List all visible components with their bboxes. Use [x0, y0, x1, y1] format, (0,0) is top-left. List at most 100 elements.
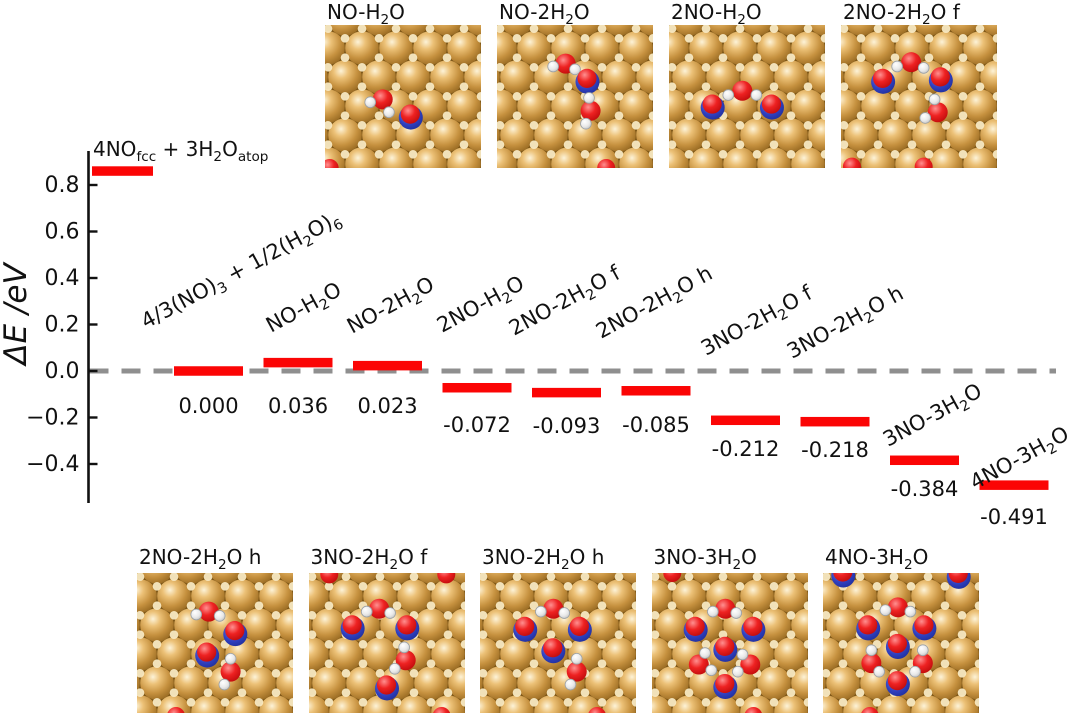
au-atom: [774, 60, 808, 94]
H-atom: [383, 106, 395, 119]
hollow-glint: [476, 34, 481, 43]
au-atom: [497, 67, 500, 87]
hollow-glint: [890, 53, 900, 62]
hollow-glint: [495, 698, 505, 707]
hollow-glint: [855, 573, 865, 581]
hollow-glint: [597, 582, 607, 591]
hollow-glint: [651, 688, 659, 697]
au-atom: [773, 695, 808, 713]
hollow-glint: [340, 92, 350, 101]
au-atom: [191, 695, 225, 713]
hollow-glint: [426, 659, 435, 668]
au-atom: [140, 608, 174, 642]
level-value: 0.000: [178, 394, 238, 418]
hollow-glint: [391, 63, 401, 72]
hollow-glint: [597, 659, 607, 668]
structure-panel-bottom-4: [651, 573, 808, 713]
hollow-glint: [271, 688, 281, 697]
au-atom: [328, 60, 362, 94]
hollow-glint: [701, 582, 710, 591]
au-surface-image: [651, 573, 808, 713]
au-atom: [651, 673, 655, 693]
au-atom: [430, 579, 465, 613]
au-atom: [845, 25, 877, 36]
au-atom: [517, 89, 551, 123]
hollow-glint: [872, 582, 882, 591]
hollow-glint: [631, 82, 641, 91]
hollow-glint: [480, 611, 488, 620]
au-atom: [480, 695, 500, 713]
au-atom: [497, 147, 517, 168]
O-atom: [858, 615, 878, 635]
hollow-glint: [186, 601, 196, 610]
hollow-glint: [137, 573, 145, 581]
hollow-glint: [803, 601, 808, 610]
hollow-glint: [651, 669, 659, 678]
H-atom: [873, 665, 885, 678]
O-atom: [873, 68, 893, 88]
au-atom: [963, 147, 997, 168]
au-atom: [276, 666, 293, 700]
au-atom: [137, 695, 157, 713]
hollow-glint: [271, 669, 281, 678]
level-value: -0.085: [622, 413, 690, 437]
hollow-glint: [460, 698, 465, 707]
hollow-glint: [769, 121, 779, 130]
hollow-glint: [718, 150, 728, 159]
hollow-glint: [684, 34, 694, 43]
au-atom: [430, 60, 464, 94]
au-atom: [175, 573, 207, 584]
hollow-glint: [425, 82, 435, 91]
y-tick-label: −0.4: [26, 452, 79, 477]
au-atom: [602, 637, 636, 671]
hollow-glint: [374, 111, 384, 120]
au-atom: [484, 573, 516, 584]
hollow-glint: [237, 688, 247, 697]
au-atom: [706, 118, 740, 152]
au-atom: [963, 89, 997, 123]
au-atom: [669, 147, 689, 168]
O-atom: [436, 573, 455, 584]
hollow-glint: [152, 698, 162, 707]
hollow-glint: [803, 121, 813, 130]
au-atom: [328, 695, 363, 713]
au-surface-image: [669, 25, 825, 168]
hollow-glint: [924, 53, 934, 62]
au-surface-image: [325, 25, 481, 168]
au-atom: [823, 579, 843, 613]
hollow-glint: [786, 630, 795, 639]
O-atom: [702, 94, 722, 114]
au-atom: [483, 666, 517, 700]
au-atom: [619, 89, 653, 123]
hollow-glint: [254, 659, 264, 668]
hollow-glint: [975, 25, 985, 33]
au-atom: [585, 31, 619, 65]
hollow-glint: [137, 611, 145, 620]
hollow-glint: [820, 150, 825, 159]
hollow-glint: [546, 53, 556, 62]
hollow-glint: [614, 111, 624, 120]
O-atom: [901, 52, 922, 73]
hollow-glint: [459, 63, 469, 72]
au-atom: [413, 666, 448, 700]
O-atom: [577, 68, 597, 88]
O-atom: [395, 650, 416, 671]
hollow-glint: [651, 630, 659, 639]
hollow-glint: [580, 573, 590, 581]
au-atom: [308, 615, 312, 635]
hollow-glint: [546, 111, 556, 120]
hollow-glint: [408, 53, 418, 62]
hollow-glint: [443, 669, 452, 678]
au-atom: [723, 573, 756, 584]
au-atom: [325, 31, 345, 65]
hollow-glint: [425, 25, 435, 33]
structure-panel-label: 2NO-2H2O h: [139, 545, 262, 573]
au-atom: [141, 573, 173, 584]
hollow-glint: [459, 140, 469, 149]
hollow-glint: [820, 53, 825, 62]
level-label: 4NOfcc + 3H2Oatop: [93, 137, 268, 165]
hollow-glint: [288, 601, 293, 610]
hollow-glint: [941, 140, 951, 149]
au-atom: [431, 25, 463, 36]
